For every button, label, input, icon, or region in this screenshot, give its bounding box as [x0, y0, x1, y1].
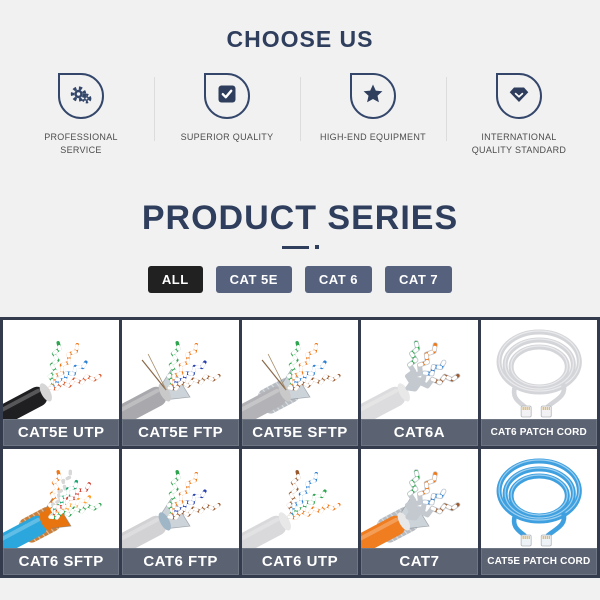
product-series-section: PRODUCT SERIES ALL CAT 5E CAT 6 CAT 7 [0, 199, 600, 294]
product-card-cat6-sftp[interactable]: CAT6 SFTP [3, 449, 120, 576]
choose-us-section: CHOOSE US PROFESSIONAL SERVICE [0, 0, 600, 157]
product-image [122, 320, 238, 420]
product-image [241, 320, 358, 420]
tab-cat-7[interactable]: CAT 7 [385, 266, 453, 294]
feature-label: PROFESSIONAL SERVICE [44, 132, 118, 156]
teardrop-badge [350, 73, 396, 119]
product-card-cat5e-patch-cord[interactable]: CAT5E PATCH CORD [480, 449, 597, 576]
product-label: CAT5E FTP [122, 419, 239, 447]
product-card-cat6-patch-cord[interactable]: CAT6 PATCH CORD [480, 320, 597, 447]
product-label: CAT7 [361, 548, 478, 576]
teardrop-badge [204, 73, 250, 119]
category-tabs: ALL CAT 5E CAT 6 CAT 7 [0, 266, 600, 294]
product-label: CAT5E UTP [3, 419, 120, 447]
product-image [241, 449, 358, 549]
product-card-cat7[interactable]: CAT7 [361, 449, 478, 576]
feature-label: INTERNATIONAL QUALITY STANDARD [471, 132, 567, 156]
product-label: CAT5E SFTP [241, 419, 359, 447]
product-image [361, 449, 477, 549]
feature-high-end-equipment: HIGH-END EQUIPMENT [300, 73, 446, 157]
product-card-cat6-utp[interactable]: CAT6 UTP [241, 449, 359, 576]
product-label: CAT6 SFTP [3, 548, 120, 576]
title-underline-decoration [0, 245, 600, 250]
features-row: PROFESSIONAL SERVICE SUPERIOR QUALITY [0, 73, 600, 157]
tab-cat-5e[interactable]: CAT 5E [215, 266, 292, 294]
choose-us-title: CHOOSE US [226, 26, 374, 52]
product-series-title: PRODUCT SERIES [141, 199, 459, 238]
star-icon [360, 81, 386, 112]
product-grid: CAT5E UTP CAT5E FTP CAT5E SFTP CAT6A CAT6 PA… [0, 317, 600, 579]
underline-dot [314, 245, 319, 250]
underline-bar [281, 245, 309, 249]
checkbox-icon [214, 81, 240, 112]
product-card-cat6-ftp[interactable]: CAT6 FTP [122, 449, 239, 576]
teardrop-badge [58, 73, 104, 119]
product-card-cat5e-ftp[interactable]: CAT5E FTP [122, 320, 239, 447]
product-image [122, 449, 238, 549]
feature-label: SUPERIOR QUALITY [180, 132, 274, 142]
product-image [3, 449, 119, 549]
product-label: CAT6 FTP [122, 548, 239, 576]
teardrop-badge [496, 73, 542, 119]
product-image [3, 320, 119, 420]
gem-icon [506, 81, 532, 112]
product-label: CAT6 PATCH CORD [480, 419, 597, 447]
product-card-cat5e-utp[interactable]: CAT5E UTP [3, 320, 120, 447]
feature-international-quality-standard: INTERNATIONAL QUALITY STANDARD [446, 73, 592, 157]
product-card-cat6a[interactable]: CAT6A [361, 320, 478, 447]
feature-superior-quality: SUPERIOR QUALITY [154, 73, 300, 157]
product-image [481, 320, 597, 419]
product-label: CAT6A [361, 419, 478, 447]
tab-cat-6[interactable]: CAT 6 [304, 266, 373, 294]
product-image [481, 449, 597, 548]
product-image [361, 320, 477, 420]
gears-icon [68, 81, 94, 112]
feature-professional-service: PROFESSIONAL SERVICE [8, 73, 154, 157]
product-card-cat5e-sftp[interactable]: CAT5E SFTP [241, 320, 359, 447]
tab-all[interactable]: ALL [147, 266, 203, 294]
product-label: CAT5E PATCH CORD [480, 548, 597, 576]
product-label: CAT6 UTP [241, 548, 359, 576]
feature-label: HIGH-END EQUIPMENT [320, 132, 426, 142]
